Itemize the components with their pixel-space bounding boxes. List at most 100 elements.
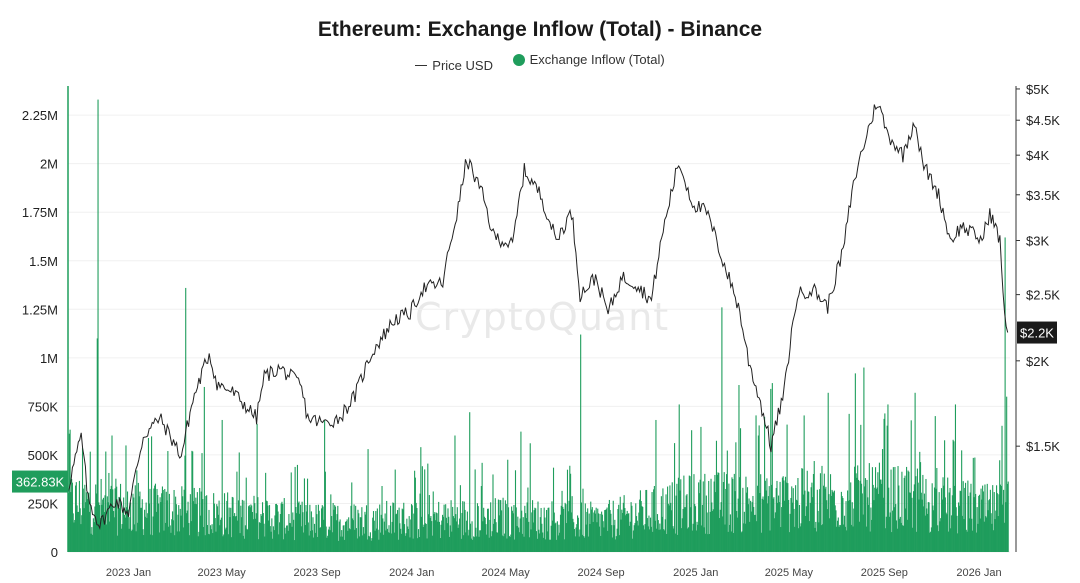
inflow-bar <box>868 463 870 552</box>
inflow-bar <box>961 450 963 552</box>
inflow-bar <box>82 488 84 552</box>
inflow-bar <box>296 464 299 552</box>
inflow-bar <box>288 514 290 552</box>
inflow-bar <box>895 520 898 552</box>
inflow-bar <box>448 516 450 552</box>
inflow-bar <box>97 99 99 552</box>
inflow-bar <box>649 529 651 552</box>
inflow-bar <box>196 492 198 552</box>
inflow-current-badge <box>12 470 68 493</box>
inflow-bar <box>703 527 705 552</box>
inflow-bar <box>281 501 283 552</box>
inflow-bar <box>296 513 298 552</box>
inflow-bar <box>87 492 89 552</box>
legend-item-inflow[interactable]: Exchange Inflow (Total) <box>512 52 665 67</box>
inflow-bar <box>667 486 669 552</box>
inflow-bar <box>213 493 215 552</box>
inflow-bar <box>798 504 801 552</box>
inflow-bar <box>777 502 779 552</box>
inflow-bar <box>174 535 176 552</box>
inflow-bar <box>878 493 880 552</box>
inflow-bar <box>341 536 344 552</box>
inflow-bar <box>214 518 216 552</box>
inflow-bar <box>624 508 626 552</box>
inflow-bar <box>327 529 330 552</box>
inflow-bar <box>991 523 993 552</box>
inflow-bar <box>293 540 295 552</box>
inflow-bar <box>535 508 537 552</box>
inflow-bar <box>729 524 731 552</box>
inflow-bar <box>805 506 808 552</box>
inflow-bar <box>71 482 73 552</box>
inflow-bar <box>198 531 200 552</box>
inflow-bar <box>241 499 243 552</box>
inflow-bar <box>668 505 670 552</box>
inflow-bar <box>197 536 199 552</box>
inflow-bar <box>261 502 264 552</box>
inflow-bar <box>555 522 557 552</box>
inflow-bar <box>208 509 210 552</box>
inflow-bar <box>449 525 451 552</box>
inflow-bar <box>511 506 513 552</box>
inflow-bar <box>185 513 188 552</box>
inflow-bar <box>479 530 481 552</box>
inflow-bar <box>947 477 949 552</box>
inflow-bar <box>978 495 980 552</box>
inflow-bar <box>769 530 771 552</box>
inflow-bar <box>795 485 797 552</box>
inflow-bar <box>168 526 170 552</box>
inflow-bar <box>364 511 366 552</box>
inflow-bar <box>631 505 633 552</box>
inflow-bar <box>959 490 961 552</box>
inflow-bar <box>362 535 364 552</box>
inflow-bar <box>263 523 265 552</box>
inflow-bar <box>967 480 969 552</box>
inflow-bar <box>230 507 232 552</box>
inflow-bar <box>463 501 465 552</box>
inflow-bar <box>671 482 673 552</box>
inflow-bar <box>985 517 988 552</box>
inflow-bar <box>376 528 378 552</box>
inflow-bar <box>917 482 919 552</box>
inflow-bar <box>605 509 607 552</box>
inflow-bar <box>341 530 343 552</box>
inflow-bar <box>90 533 92 552</box>
inflow-bar <box>960 491 962 552</box>
inflow-bar <box>321 505 323 552</box>
legend-item-price[interactable]: Price USD <box>415 58 493 73</box>
inflow-bar <box>303 532 305 552</box>
inflow-bar <box>414 477 416 552</box>
inflow-bar <box>431 521 433 552</box>
inflow-bar <box>618 535 621 552</box>
inflow-bar <box>954 485 956 552</box>
inflow-bar <box>885 528 887 552</box>
inflow-bar <box>363 533 365 552</box>
legend-label-inflow: Exchange Inflow (Total) <box>529 52 665 67</box>
inflow-bar <box>300 526 302 552</box>
inflow-bar <box>943 485 945 552</box>
inflow-bar <box>489 519 491 552</box>
inflow-bar <box>662 488 664 552</box>
inflow-bar <box>196 504 198 552</box>
inflow-bar <box>512 513 514 552</box>
inflow-bar <box>529 443 531 552</box>
inflow-bar <box>220 517 222 552</box>
inflow-bar <box>778 502 780 552</box>
inflow-bar <box>884 413 886 552</box>
inflow-bar <box>994 519 996 552</box>
inflow-bar <box>89 451 91 552</box>
inflow-bar <box>619 496 621 552</box>
inflow-bar <box>275 503 278 552</box>
inflow-bar <box>144 516 146 552</box>
inflow-bar <box>380 514 382 552</box>
inflow-bar <box>622 502 624 552</box>
inflow-bar <box>269 526 271 552</box>
inflow-bar <box>345 521 347 552</box>
inflow-bar <box>445 517 447 552</box>
inflow-bar <box>367 449 369 552</box>
inflow-bar <box>974 457 976 552</box>
inflow-bar <box>397 510 399 552</box>
inflow-bar <box>760 474 762 552</box>
inflow-bar <box>334 506 337 552</box>
inflow-bar <box>192 451 194 552</box>
